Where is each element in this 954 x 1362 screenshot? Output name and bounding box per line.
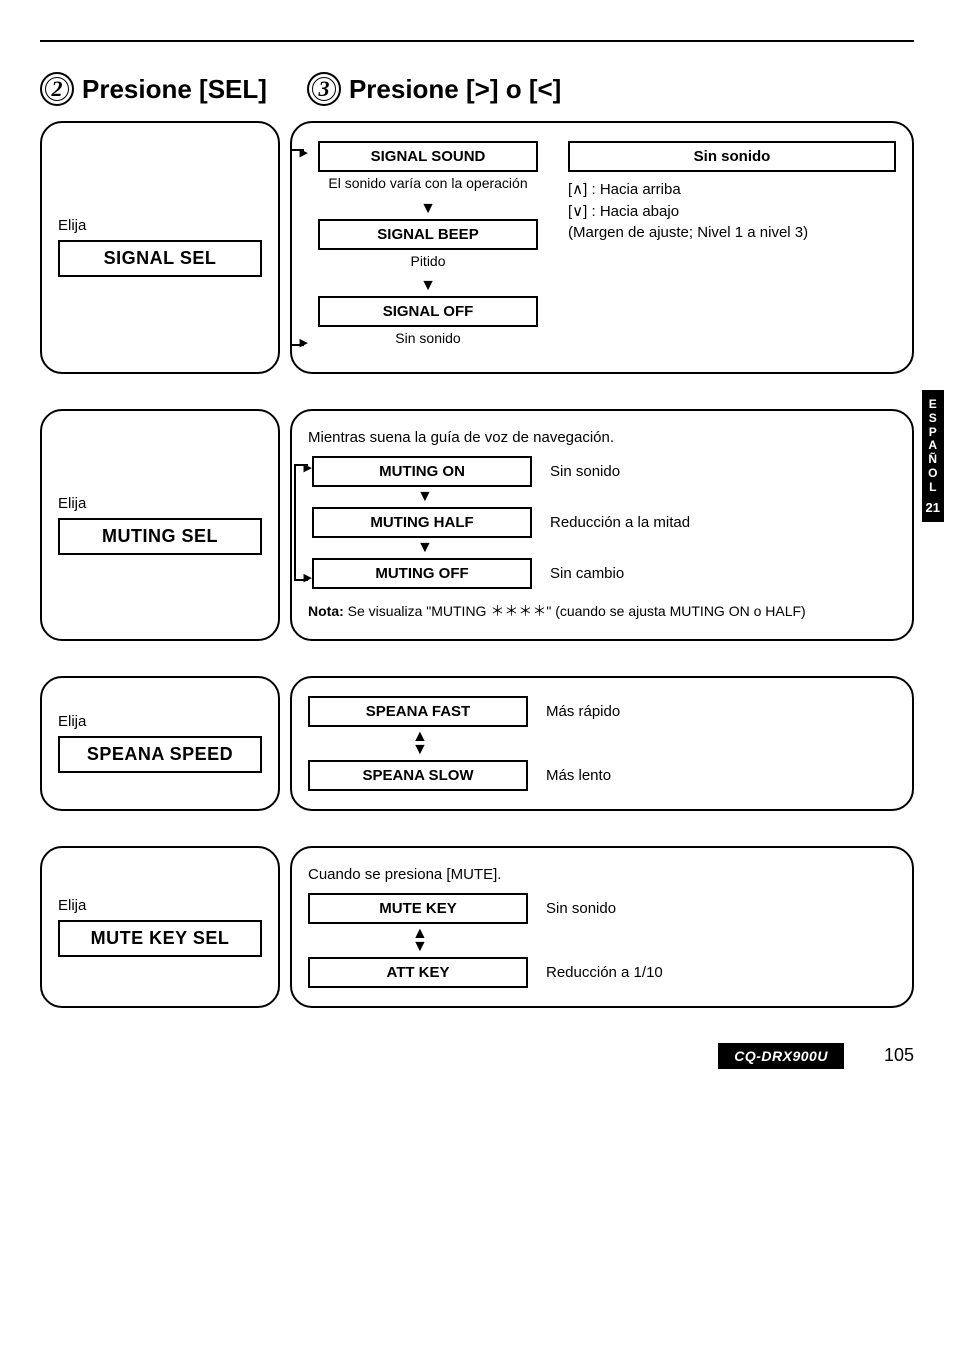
note-label: Nota: (308, 603, 344, 619)
footer: CQ-DRX900U 105 (40, 1043, 914, 1069)
muting-half-desc: Reducción a la mitad (550, 514, 896, 531)
speana-sel-box: SPEANA SPEED (58, 736, 262, 773)
muting-row: MUTING ON Sin sonido (312, 456, 896, 487)
panel-speana: Elija SPEANA SPEED SPEANA FAST Más rápid… (40, 676, 914, 811)
circle-2-icon: 2 (40, 72, 74, 106)
att-key-box: ATT KEY (308, 957, 528, 988)
mutekey-left: Elija MUTE KEY SEL (40, 846, 280, 1008)
elija-label: Elija (58, 897, 262, 914)
step3-title: 3 Presione [>] o [<] (307, 72, 561, 106)
mutekey-intro: Cuando se presiona [MUTE]. (308, 866, 896, 883)
muting-on-box: MUTING ON (312, 456, 532, 487)
header-row: 2 Presione [SEL] 3 Presione [>] o [<] (40, 72, 914, 106)
side-tab-letter: O (926, 467, 940, 481)
muting-off-box: MUTING OFF (312, 558, 532, 589)
side-tab-letter: L (926, 481, 940, 495)
sin-sonido-box: Sin sonido (568, 141, 896, 172)
arrow-updown-icon: ▲▼ (308, 729, 896, 758)
mutekey-right: Cuando se presiona [MUTE]. MUTE KEY Sin … (290, 846, 914, 1008)
signal-sound-box: SIGNAL SOUND (318, 141, 538, 172)
elija-label: Elija (58, 217, 262, 234)
side-tab-num: 21 (926, 501, 940, 516)
signal-beep-caption: Pitido (410, 253, 445, 271)
panel-signal: Elija SIGNAL SEL ▶▶ SIGNAL SOUND El soni… (40, 121, 914, 374)
model-badge: CQ-DRX900U (718, 1043, 844, 1069)
speana-right: SPEANA FAST Más rápido ▲▼ SPEANA SLOW Má… (290, 676, 914, 811)
signal-info: Sin sonido [∧] : Hacia arriba [∨] : Haci… (568, 141, 896, 245)
step2-title: 2 Presione [SEL] (40, 72, 267, 106)
step2-text: Presione [SEL] (82, 74, 267, 105)
arrow-down-icon: ▼ (312, 540, 896, 556)
speana-row: SPEANA FAST Más rápido (308, 696, 896, 727)
mute-key-desc: Sin sonido (546, 900, 896, 917)
signal-off-box: SIGNAL OFF (318, 296, 538, 327)
muting-row: MUTING OFF Sin cambio (312, 558, 896, 589)
mute-key-box: MUTE KEY (308, 893, 528, 924)
side-tab-espanol: E S P A Ñ O L 21 (922, 390, 944, 522)
mutekey-row: MUTE KEY Sin sonido (308, 893, 896, 924)
signal-right-inner: ▶▶ SIGNAL SOUND El sonido varía con la o… (308, 141, 896, 354)
muting-intro: Mientras suena la guía de voz de navegac… (308, 429, 896, 446)
signal-left: Elija SIGNAL SEL (40, 121, 280, 374)
circle-3-icon: 3 (307, 72, 341, 106)
loop-icon: ▶▶ (290, 149, 304, 346)
top-rule (40, 40, 914, 42)
arrow-down-icon: ▼ (420, 278, 436, 294)
signal-beep-box: SIGNAL BEEP (318, 219, 538, 250)
side-tab-letter: P (926, 426, 940, 440)
muting-right: Mientras suena la guía de voz de navegac… (290, 409, 914, 641)
side-tab-letter: S (926, 412, 940, 426)
step3-text: Presione [>] o [<] (349, 74, 561, 105)
muting-on-desc: Sin sonido (550, 463, 896, 480)
arrow-updown-icon: ▲▼ (308, 926, 896, 955)
panel-mutekey: Elija MUTE KEY SEL Cuando se presiona [M… (40, 846, 914, 1008)
speana-slow-box: SPEANA SLOW (308, 760, 528, 791)
speana-fast-desc: Más rápido (546, 703, 896, 720)
signal-sel-box: SIGNAL SEL (58, 240, 262, 277)
att-key-desc: Reducción a 1/10 (546, 964, 896, 981)
loop-icon: ▶▶ (294, 464, 308, 581)
muting-sel-box: MUTING SEL (58, 518, 262, 555)
speana-fast-box: SPEANA FAST (308, 696, 528, 727)
speana-left: Elija SPEANA SPEED (40, 676, 280, 811)
side-tab-letter: Ñ (926, 453, 940, 467)
speana-slow-desc: Más lento (546, 767, 896, 784)
panel-muting: Elija MUTING SEL Mientras suena la guía … (40, 409, 914, 641)
note-text: Se visualiza "MUTING ＊＊＊＊" (cuando se aj… (348, 603, 806, 619)
elija-label: Elija (58, 713, 262, 730)
arrow-down-icon: ▼ (420, 201, 436, 217)
mutekey-sel-box: MUTE KEY SEL (58, 920, 262, 957)
signal-off-caption: Sin sonido (395, 330, 460, 348)
mutekey-row: ATT KEY Reducción a 1/10 (308, 957, 896, 988)
info-line: [∨] : Hacia abajo (568, 202, 896, 220)
speana-row: SPEANA SLOW Más lento (308, 760, 896, 791)
signal-sound-caption: El sonido varía con la operación (328, 175, 527, 193)
signal-right: ▶▶ SIGNAL SOUND El sonido varía con la o… (290, 121, 914, 374)
info-line: [∧] : Hacia arriba (568, 180, 896, 198)
page: 2 Presione [SEL] 3 Presione [>] o [<] El… (0, 0, 954, 1099)
muting-half-box: MUTING HALF (312, 507, 532, 538)
info-line: (Margen de ajuste; Nivel 1 a nivel 3) (568, 224, 896, 241)
arrow-down-icon: ▼ (312, 489, 896, 505)
muting-note: Nota: Se visualiza "MUTING ＊＊＊＊" (cuando… (308, 601, 896, 621)
muting-off-desc: Sin cambio (550, 565, 896, 582)
muting-left: Elija MUTING SEL (40, 409, 280, 641)
muting-row: MUTING HALF Reducción a la mitad (312, 507, 896, 538)
signal-flow: ▶▶ SIGNAL SOUND El sonido varía con la o… (308, 141, 548, 354)
side-tab-letter: E (926, 398, 940, 412)
elija-label: Elija (58, 495, 262, 512)
page-number: 105 (884, 1045, 914, 1066)
